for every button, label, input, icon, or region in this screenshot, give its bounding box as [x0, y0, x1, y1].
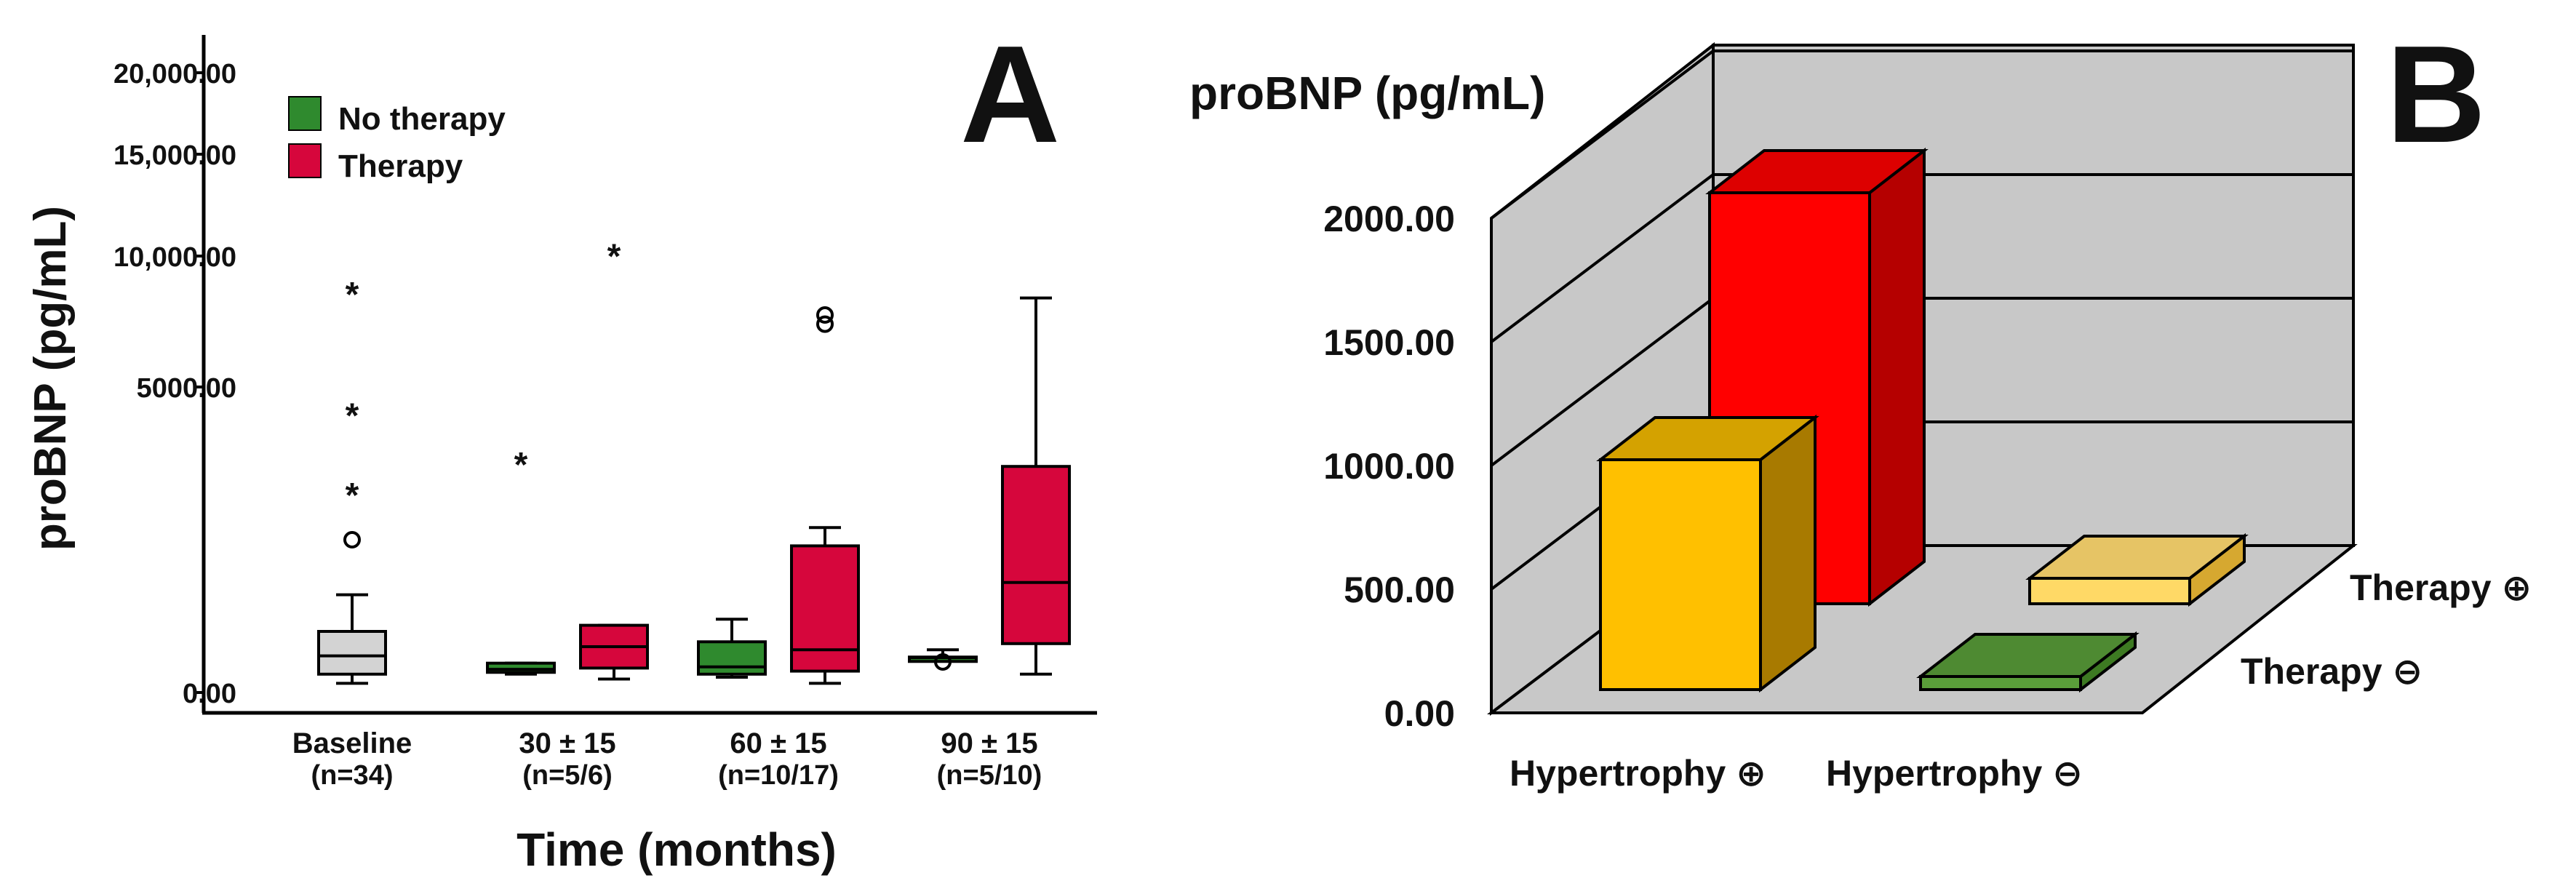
- panel-a-y-tick-label: 20,000.00: [113, 59, 236, 89]
- bar-side-face: [1868, 147, 1926, 607]
- panel-b-y-tick-label: 1500.00: [1323, 322, 1455, 363]
- box-no-therapy-3: [908, 648, 978, 671]
- outlier-point: [816, 315, 834, 333]
- panel-b-y-tick-label: 2000.00: [1323, 199, 1455, 239]
- panel-a-x-tick-sublabel: (n=34): [311, 760, 394, 791]
- panel-a-x-tick-sublabel: (n=5/6): [522, 760, 613, 791]
- box-iqr: [317, 630, 387, 676]
- bar-hypertrophy-neg-therapy-neg: [1916, 631, 2140, 693]
- legend-label-therapy: Therapy: [338, 148, 463, 184]
- panel-a-letter: A: [960, 17, 1060, 172]
- panel-b-depth-label-therapy-pos: Therapy ⊕: [2350, 567, 2532, 608]
- bar-side-face: [1759, 414, 1817, 693]
- panel-b-y-tick-label: 500.00: [1344, 570, 1455, 610]
- panel-a-y-tick-label: 15,000.00: [113, 140, 236, 171]
- box-iqr: [790, 544, 860, 673]
- bar-hypertrophy-neg-therapy-pos: [2025, 532, 2249, 607]
- bar-front-face: [1919, 675, 2082, 691]
- bar-front-face: [1599, 458, 1762, 691]
- panel-b-gridline: [1490, 49, 1715, 220]
- panel-b-x-label-hyper-neg: Hypertrophy ⊖: [1826, 753, 2083, 794]
- box-therapy-3: [1001, 296, 1071, 676]
- box-therapy-1: *: [579, 237, 649, 681]
- panel-b-title: proBNP (pg/mL): [1189, 67, 1545, 119]
- box-iqr: [1001, 465, 1071, 645]
- legend-swatch-no-therapy: [288, 96, 322, 131]
- legend-label-no-therapy: No therapy: [338, 101, 506, 137]
- extreme-point: *: [346, 276, 359, 314]
- box-no-therapy-1: *: [486, 446, 556, 676]
- bar-front-face: [2028, 577, 2191, 605]
- panel-a-x-axis-label: Time (months): [517, 823, 837, 876]
- outlier-point: [934, 653, 952, 671]
- panel-b-3d-barchart: 0.00 500.00 1000.00 1500.00 2000.00 proBNP (…: [1189, 17, 2532, 794]
- panel-a-y-tick-label: 5000.00: [137, 373, 236, 404]
- bar-hypertrophy-pos-therapy-neg: [1596, 414, 1819, 693]
- extreme-point: *: [346, 397, 359, 436]
- panel-b-gridline: [1490, 173, 1715, 343]
- panel-a-y-axis-label: proBNP (pg/mL): [25, 206, 76, 551]
- panel-b-gridline: [1490, 297, 1715, 467]
- panel-a-y-tick-label: 10,000.00: [113, 242, 236, 273]
- box-iqr: [486, 661, 556, 674]
- outlier-point: [816, 306, 834, 324]
- panel-b-depth-label-therapy-neg: Therapy ⊖: [2241, 651, 2423, 692]
- panel-b-x-label-hyper-pos: Hypertrophy ⊕: [1510, 753, 1766, 794]
- panel-a-y-tick-label: 0.00: [183, 679, 236, 709]
- panel-a-boxes: * * * * *: [317, 237, 1071, 685]
- panel-b-letter: B: [2386, 17, 2486, 172]
- panel-a-boxplot: 0.00 5000.00 10,000.00 15,000.00 20,000.00 *…: [25, 17, 1097, 876]
- extreme-point: *: [514, 446, 528, 484]
- box-iqr: [697, 640, 767, 676]
- panel-a-x-tick-label: 60 ± 15: [730, 727, 826, 759]
- panel-a-x-tick-label: Baseline: [292, 727, 412, 759]
- extreme-point: *: [607, 237, 621, 276]
- legend-swatch-therapy: [288, 143, 322, 178]
- box-no-therapy-2: [697, 618, 767, 679]
- panel-a-x-tick-sublabel: (n=10/17): [718, 760, 839, 791]
- panel-a-x-tick-labels: Baseline(n=34) 30 ± 15(n=5/6) 60 ± 15(n=10…: [292, 727, 1042, 791]
- panel-a-x-tick-label: 90 ± 15: [941, 727, 1037, 759]
- panel-b-y-tick-label: 0.00: [1384, 693, 1455, 734]
- box-therapy-2: [790, 306, 860, 685]
- panel-b-bars: [1596, 147, 2249, 693]
- panel-a-legend: No therapy Therapy: [288, 96, 506, 184]
- panel-b-y-ticks: 0.00 500.00 1000.00 1500.00 2000.00: [1323, 199, 1455, 734]
- outlier-point: [343, 531, 361, 548]
- panel-a-x-tick-sublabel: (n=5/10): [937, 760, 1042, 791]
- panel-a-x-tick-label: 30 ± 15: [519, 727, 615, 759]
- box-baseline-0: * * *: [317, 276, 387, 685]
- panel-b-y-tick-label: 1000.00: [1323, 446, 1455, 487]
- extreme-point: *: [346, 476, 359, 515]
- panel-a-y-ticks: 0.00 5000.00 10,000.00 15,000.00 20,000.00: [113, 59, 236, 709]
